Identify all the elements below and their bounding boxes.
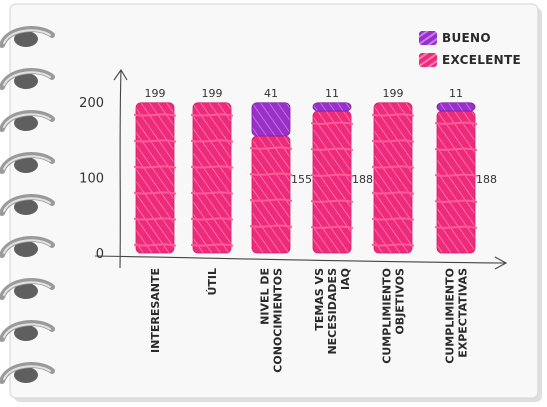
category-label: INTERESANTE xyxy=(149,268,162,353)
ring-hole xyxy=(14,73,38,89)
value-label-top: 199 xyxy=(202,87,223,100)
category-label-line: OBJETIVOS xyxy=(394,268,407,335)
value-label-side: 188 xyxy=(476,173,497,186)
category-label-line: TEMAS VS xyxy=(313,268,326,331)
chart-legend: BUENO EXCELENTE xyxy=(419,28,539,72)
value-label-top: 11 xyxy=(449,87,463,100)
category-label-line: IAQ xyxy=(339,268,352,290)
legend-swatch-bueno xyxy=(419,31,437,45)
category-label-line: EXPECTATIVAS xyxy=(457,268,470,358)
category-label: TEMAS VSNECESIDADESIAQ xyxy=(313,268,352,355)
ring-hole xyxy=(14,199,38,215)
category-label: CUMPLIMIENTOOBJETIVOS xyxy=(381,268,407,364)
bar-excelente xyxy=(192,102,232,254)
bar-bueno xyxy=(312,102,352,112)
category-label-line: CUMPLIMIENTO xyxy=(381,268,394,364)
category-label: NIVEL DECONOCIMIENTOS xyxy=(259,268,285,373)
value-label-top: 199 xyxy=(145,87,166,100)
bar-excelente xyxy=(312,110,352,254)
ring-hole xyxy=(14,325,38,341)
ring-hole xyxy=(14,31,38,47)
value-label-side: 155 xyxy=(291,173,312,186)
ring-hole xyxy=(14,115,38,131)
legend-item-bueno: BUENO xyxy=(419,28,539,48)
y-tick-label: 200 xyxy=(79,96,104,111)
y-tick-label: 100 xyxy=(79,172,104,187)
value-label-side: 188 xyxy=(352,173,373,186)
legend-label-bueno: BUENO xyxy=(442,31,491,45)
y-tick-label: 0 xyxy=(96,247,104,262)
bar-excelente xyxy=(436,110,476,254)
ring-hole xyxy=(14,241,38,257)
value-label-top: 41 xyxy=(264,87,278,100)
category-label-line: ÚTIL xyxy=(206,268,219,296)
category-label-line: CUMPLIMIENTO xyxy=(444,268,457,364)
legend-item-excelente: EXCELENTE xyxy=(419,50,539,70)
value-label-top: 11 xyxy=(325,87,339,100)
legend-swatch-excelente xyxy=(419,53,437,67)
category-label-line: NECESIDADES xyxy=(326,268,339,355)
category-label: ÚTIL xyxy=(206,268,219,296)
category-label: CUMPLIMIENTOEXPECTATIVAS xyxy=(444,268,470,364)
value-label-top: 199 xyxy=(383,87,404,100)
category-label-line: CONOCIMIENTOS xyxy=(272,268,285,373)
category-label-line: INTERESANTE xyxy=(149,268,162,353)
bar-excelente xyxy=(373,102,413,254)
legend-label-excelente: EXCELENTE xyxy=(442,53,521,67)
ring-hole xyxy=(14,367,38,383)
ring-hole xyxy=(14,157,38,173)
bar-bueno xyxy=(251,102,291,137)
category-label-line: NIVEL DE xyxy=(259,268,272,325)
bar-excelente xyxy=(135,102,175,254)
bar-excelente xyxy=(251,135,291,254)
ring-hole xyxy=(14,283,38,299)
bar-bueno xyxy=(436,102,476,112)
